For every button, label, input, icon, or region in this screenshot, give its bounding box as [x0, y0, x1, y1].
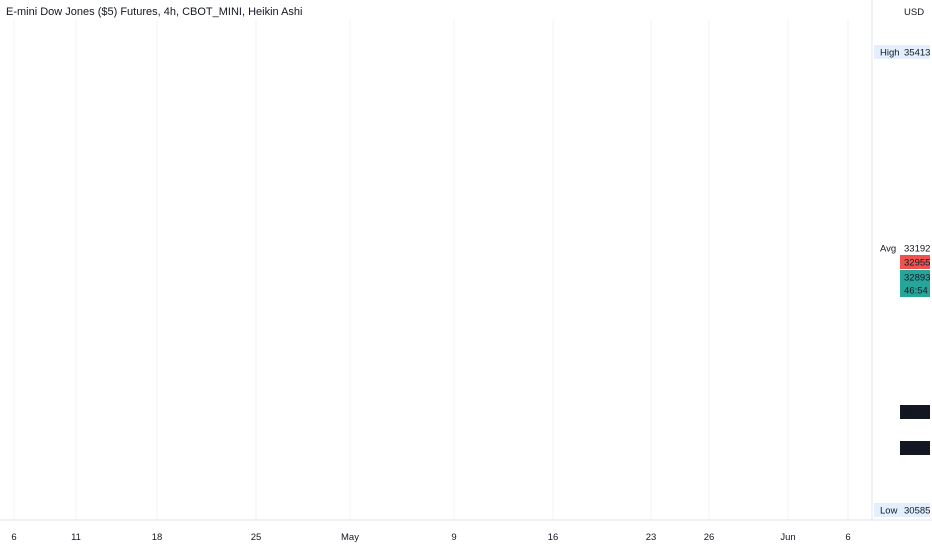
price-marker-bg: [900, 270, 930, 284]
price-marker-bg: [900, 405, 930, 419]
price-marker-bg: [900, 503, 930, 517]
grid: [13, 20, 849, 520]
x-tick-label: 25: [251, 532, 262, 543]
price-marker-value: 35413: [904, 48, 930, 59]
currency-label: USD: [904, 7, 924, 18]
price-marker: 31374: [900, 405, 930, 419]
price-marker-bg: [900, 255, 930, 269]
price-marker: 32893: [900, 270, 930, 284]
price-marker-bg: [900, 441, 930, 455]
price-marker-label-bg: [874, 241, 900, 255]
price-marker: High 35413: [874, 45, 930, 59]
x-tick-label: 6: [11, 532, 16, 543]
price-marker-value: 32955: [904, 258, 930, 269]
price-marker-value: 31374: [904, 408, 930, 419]
price-marker-bg: [900, 283, 930, 297]
price-marker: 30977: [900, 441, 930, 455]
price-marker-value: 30585: [904, 506, 930, 517]
price-marker: Avg 33192: [874, 241, 930, 255]
price-marker-value: 30977: [904, 444, 930, 455]
x-tick-label: 11: [71, 532, 81, 543]
x-tick-label: 18: [152, 532, 163, 543]
x-axis: 6 11 18 25 May 9 16 23 26 Jun 6: [11, 532, 850, 543]
price-marker: Low 30585: [874, 503, 930, 517]
price-marker-label: Low: [880, 506, 898, 517]
price-marker-label: High: [880, 48, 900, 59]
price-marker-value: 33192: [904, 244, 930, 255]
price-marker-value: 32893: [904, 273, 930, 284]
price-marker-label-bg: [874, 45, 900, 59]
price-marker-label: Avg: [880, 244, 896, 255]
chart-title: E-mini Dow Jones ($5) Futures, 4h, CBOT_…: [6, 6, 303, 18]
x-tick-label: 23: [646, 532, 657, 543]
x-tick-label: May: [341, 532, 359, 543]
price-marker: 46:54: [900, 283, 930, 297]
price-marker-bg: [900, 241, 930, 255]
x-tick-label: 9: [451, 532, 456, 543]
x-tick-label: 16: [548, 532, 559, 543]
y-axis: USD3040030800312003160032000324003360034…: [874, 7, 930, 517]
price-marker-bg: [900, 45, 930, 59]
price-marker-value: 46:54: [904, 286, 928, 297]
x-tick-label: Jun: [780, 532, 795, 543]
price-marker-label-bg: [874, 503, 900, 517]
x-tick-label: 26: [704, 532, 715, 543]
x-tick-label: 6: [845, 532, 850, 543]
price-marker: 32955: [900, 255, 930, 269]
